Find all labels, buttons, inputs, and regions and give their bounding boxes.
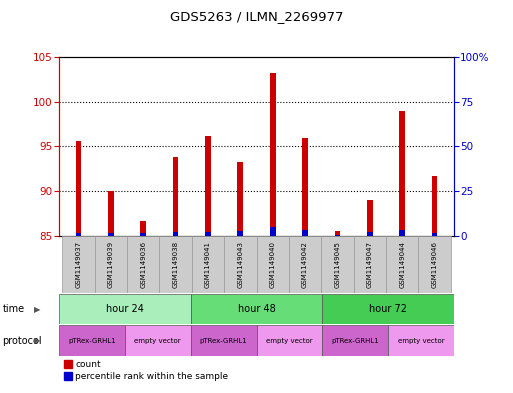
Text: GSM1149046: GSM1149046	[431, 241, 438, 288]
Bar	[173, 232, 179, 236]
FancyBboxPatch shape	[322, 325, 388, 356]
Text: hour 48: hour 48	[238, 304, 275, 314]
Bar	[334, 235, 340, 236]
Text: GSM1149036: GSM1149036	[140, 241, 146, 288]
Text: empty vector: empty vector	[134, 338, 181, 343]
FancyBboxPatch shape	[125, 325, 191, 356]
Bar	[367, 200, 373, 236]
Bar	[399, 230, 405, 236]
Bar	[140, 220, 146, 236]
Bar	[238, 162, 243, 236]
FancyBboxPatch shape	[94, 236, 127, 293]
Text: GSM1149037: GSM1149037	[75, 241, 82, 288]
Text: GSM1149041: GSM1149041	[205, 241, 211, 288]
Bar	[173, 157, 179, 236]
Text: pTRex-GRHL1: pTRex-GRHL1	[68, 338, 116, 343]
Bar	[302, 230, 308, 236]
FancyBboxPatch shape	[322, 294, 454, 324]
Text: GSM1149047: GSM1149047	[367, 241, 373, 288]
FancyBboxPatch shape	[256, 325, 322, 356]
Text: GSM1149043: GSM1149043	[238, 241, 243, 288]
Text: empty vector: empty vector	[266, 338, 313, 343]
FancyBboxPatch shape	[419, 236, 451, 293]
Bar	[270, 73, 275, 236]
Bar	[431, 176, 438, 236]
Text: GSM1149040: GSM1149040	[270, 241, 275, 288]
Text: pTRex-GRHL1: pTRex-GRHL1	[331, 338, 379, 343]
Bar	[140, 233, 146, 236]
Bar	[108, 233, 114, 236]
Text: GDS5263 / ILMN_2269977: GDS5263 / ILMN_2269977	[170, 10, 343, 23]
Bar	[431, 233, 438, 236]
Text: protocol: protocol	[3, 336, 42, 345]
Bar	[205, 136, 211, 236]
Bar	[367, 232, 373, 236]
FancyBboxPatch shape	[59, 325, 125, 356]
Bar	[75, 141, 82, 236]
FancyBboxPatch shape	[256, 236, 289, 293]
FancyBboxPatch shape	[289, 236, 321, 293]
Bar	[399, 110, 405, 236]
Text: empty vector: empty vector	[398, 338, 444, 343]
Bar	[75, 233, 82, 236]
Text: GSM1149039: GSM1149039	[108, 241, 114, 288]
Text: hour 24: hour 24	[106, 304, 144, 314]
FancyBboxPatch shape	[386, 236, 419, 293]
FancyBboxPatch shape	[388, 325, 454, 356]
Bar	[270, 227, 275, 236]
Bar	[302, 138, 308, 236]
Bar	[205, 232, 211, 236]
Text: GSM1149038: GSM1149038	[172, 241, 179, 288]
Bar	[238, 231, 243, 236]
Legend: count, percentile rank within the sample: count, percentile rank within the sample	[64, 360, 228, 381]
Text: hour 72: hour 72	[369, 304, 407, 314]
Text: ▶: ▶	[34, 336, 40, 345]
FancyBboxPatch shape	[59, 294, 191, 324]
Text: GSM1149044: GSM1149044	[399, 241, 405, 288]
Text: GSM1149042: GSM1149042	[302, 241, 308, 288]
Bar	[108, 191, 114, 236]
FancyBboxPatch shape	[62, 236, 94, 293]
FancyBboxPatch shape	[192, 236, 224, 293]
Text: time: time	[3, 304, 25, 314]
FancyBboxPatch shape	[160, 236, 192, 293]
FancyBboxPatch shape	[321, 236, 353, 293]
Text: pTRex-GRHL1: pTRex-GRHL1	[200, 338, 247, 343]
FancyBboxPatch shape	[127, 236, 160, 293]
FancyBboxPatch shape	[224, 236, 256, 293]
Text: ▶: ▶	[34, 305, 40, 314]
Bar	[334, 231, 340, 236]
FancyBboxPatch shape	[191, 294, 322, 324]
FancyBboxPatch shape	[353, 236, 386, 293]
Text: GSM1149045: GSM1149045	[334, 241, 341, 288]
FancyBboxPatch shape	[191, 325, 256, 356]
